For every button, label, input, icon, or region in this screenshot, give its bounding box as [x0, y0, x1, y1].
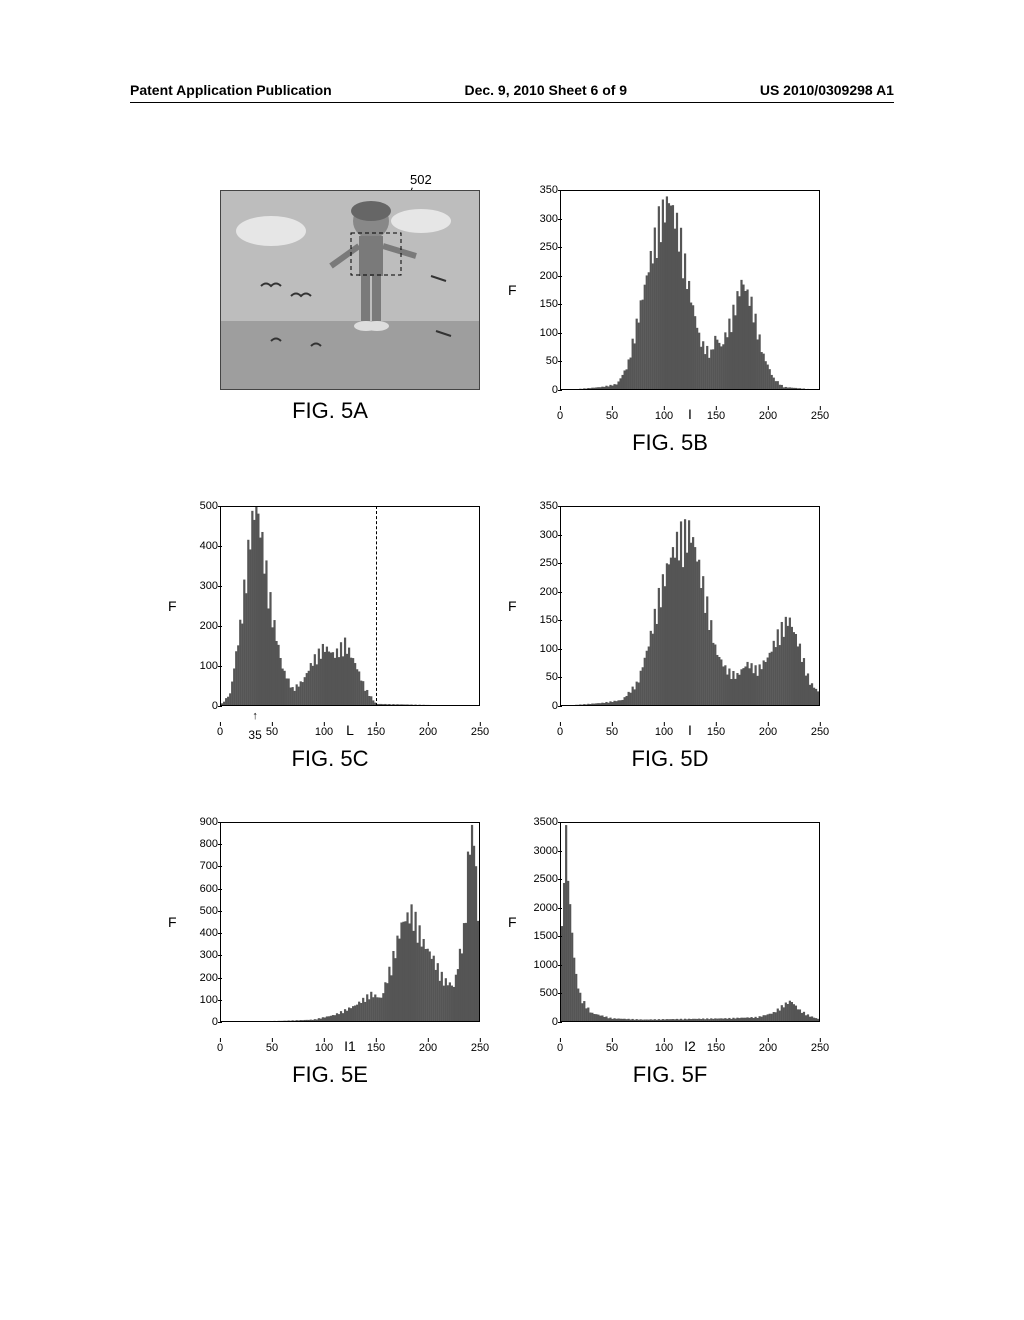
border-5d [560, 506, 820, 706]
ylabel-5d: F [508, 598, 517, 614]
illustration-5a [220, 190, 480, 390]
panel-5b: F I 050100150200250300350 05010015020025… [520, 190, 820, 456]
chart-5f: F I2 0500100015002000250030003500 050100… [560, 822, 820, 1022]
yticks-5c: 0100200300400500 [184, 506, 218, 706]
yticks-5d: 050100150200250300350 [524, 506, 558, 706]
row-3: F I1 0100200300400500600700800900 050100… [180, 822, 860, 1088]
chart-5e: F I1 0100200300400500600700800900 050100… [220, 822, 480, 1022]
xlabel-5c: L [346, 722, 354, 738]
panel-5a: 502 [180, 190, 480, 456]
header-center: Dec. 9, 2010 Sheet 6 of 9 [464, 82, 627, 98]
xlabel-5f: I2 [684, 1038, 696, 1054]
yticks-5b: 050100150200250300350 [524, 190, 558, 390]
yticks-5f: 0500100015002000250030003500 [524, 822, 558, 1022]
border-5c [220, 506, 480, 706]
arrow-35: ↑ [252, 710, 258, 722]
yticks-5e: 0100200300400500600700800900 [184, 822, 218, 1022]
ylabel-5f: F [508, 914, 517, 930]
panel-5c: F L 0100200300400500 050100150200250 ↑ 3… [180, 506, 480, 772]
header-right: US 2010/0309298 A1 [760, 82, 894, 98]
ylabel-5e: F [168, 914, 177, 930]
chart-5b: F I 050100150200250300350 05010015020025… [560, 190, 820, 390]
chart-5d: F I 050100150200250300350 05010015020025… [560, 506, 820, 706]
illustration-svg [221, 191, 480, 390]
callout-502: 502 [410, 172, 432, 187]
ylabel-5b: F [508, 282, 517, 298]
xlabel-5d: I [688, 722, 692, 738]
figure-grid: 502 [180, 190, 860, 1138]
xlabel-5b: I [688, 406, 692, 422]
page-header: Patent Application Publication Dec. 9, 2… [0, 82, 1024, 98]
ylabel-5c: F [168, 598, 177, 614]
panel-5d: F I 050100150200250300350 05010015020025… [520, 506, 820, 772]
border-5f [560, 822, 820, 1022]
header-left: Patent Application Publication [130, 82, 332, 98]
fig-label-5b: FIG. 5B [520, 430, 820, 456]
panel-5e: F I1 0100200300400500600700800900 050100… [180, 822, 480, 1088]
fig-label-5f: FIG. 5F [520, 1062, 820, 1088]
fig-label-5d: FIG. 5D [520, 746, 820, 772]
row-1: 502 [180, 190, 860, 456]
border-5e [220, 822, 480, 1022]
dashed-5c [376, 506, 377, 706]
fig-label-5a: FIG. 5A [180, 398, 480, 424]
fig-label-5c: FIG. 5C [180, 746, 480, 772]
xlabel-5e: I1 [344, 1038, 356, 1054]
annot-35: 35 [248, 728, 261, 742]
row-2: F L 0100200300400500 050100150200250 ↑ 3… [180, 506, 860, 772]
panel-5f: F I2 0500100015002000250030003500 050100… [520, 822, 820, 1088]
border-5b [560, 190, 820, 390]
chart-5c: F L 0100200300400500 050100150200250 ↑ 3… [220, 506, 480, 706]
fig-label-5e: FIG. 5E [180, 1062, 480, 1088]
header-rule [130, 102, 894, 103]
